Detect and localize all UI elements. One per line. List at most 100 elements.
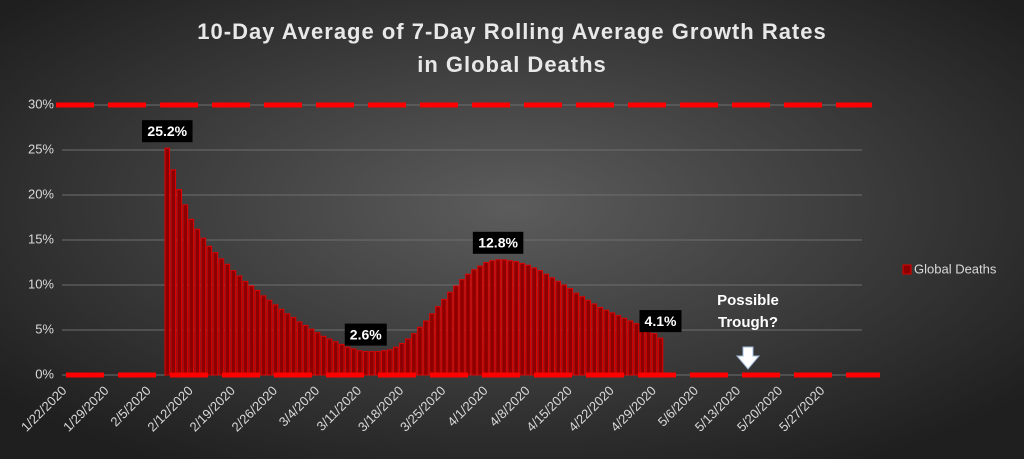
bar [627, 320, 634, 376]
bar [489, 260, 495, 376]
y-tick-label: 20% [28, 186, 54, 201]
annotation: Possible [717, 292, 779, 309]
bar [405, 338, 411, 376]
bar [651, 333, 658, 376]
data-label-box [344, 323, 387, 346]
bar [200, 237, 207, 376]
bar [302, 325, 309, 376]
bar [621, 317, 628, 376]
bar [254, 289, 261, 376]
bar [326, 338, 333, 376]
bar [411, 333, 417, 376]
bar [236, 275, 243, 376]
bar [296, 321, 303, 376]
bar [230, 270, 237, 376]
bar [248, 285, 255, 376]
legend-label: Global Deaths [914, 261, 997, 276]
bar [579, 296, 586, 376]
bar [495, 259, 501, 376]
annotation: Trough? [718, 314, 778, 331]
bar [164, 147, 171, 376]
data-label: 2.6% [350, 326, 382, 342]
bar [332, 341, 339, 376]
arrow [735, 346, 761, 370]
bar [465, 273, 471, 376]
bar [597, 307, 604, 376]
bar [477, 265, 483, 376]
chart-title: in Global Deaths [417, 52, 607, 77]
bar [453, 285, 459, 376]
bar [537, 270, 543, 376]
bar [519, 262, 525, 376]
bar [603, 309, 610, 376]
bar [266, 299, 273, 376]
bar [260, 295, 267, 376]
bar [188, 218, 195, 376]
bar [555, 280, 562, 376]
bar [423, 320, 429, 376]
bar [338, 343, 345, 376]
bar [182, 204, 189, 376]
y-tick-label: 15% [28, 231, 54, 246]
bar [471, 269, 477, 376]
bar [170, 169, 177, 376]
bar [549, 277, 556, 376]
data-label-box [472, 231, 524, 254]
data-label: 4.1% [645, 313, 677, 329]
data-label: 25.2% [147, 123, 187, 139]
bar [459, 279, 465, 376]
bar [399, 343, 405, 376]
bar [375, 351, 381, 376]
bar [176, 189, 183, 376]
bar [194, 228, 201, 376]
bar [507, 260, 513, 376]
bar [308, 328, 315, 376]
bar [362, 351, 369, 376]
bar [435, 306, 441, 376]
bar [429, 313, 435, 376]
y-tick-label: 25% [28, 141, 54, 156]
bar [483, 262, 489, 376]
y-tick-label: 5% [35, 321, 54, 336]
bar [609, 312, 616, 376]
bar [356, 350, 363, 376]
bar [290, 316, 297, 376]
y-tick-label: 30% [28, 96, 54, 111]
bar [543, 273, 549, 376]
y-tick-label: 10% [28, 276, 54, 291]
bar [615, 315, 622, 376]
bar [320, 335, 327, 376]
bar [567, 288, 574, 376]
bar [531, 267, 537, 376]
bar [224, 263, 231, 376]
data-label-box [639, 310, 682, 333]
data-label-box [142, 120, 193, 143]
bar [525, 264, 531, 376]
bar [314, 332, 321, 376]
bar [639, 326, 646, 376]
bar [633, 323, 640, 376]
bar [573, 292, 580, 376]
bar [272, 304, 279, 376]
bar [501, 259, 507, 376]
bar [206, 245, 213, 376]
bar [591, 303, 598, 376]
data-label: 12.8% [478, 235, 518, 251]
bar [393, 346, 399, 376]
bar [278, 308, 285, 376]
bar [344, 346, 351, 376]
bar [657, 337, 664, 376]
bar [381, 350, 387, 376]
bar [585, 299, 592, 376]
bar [417, 326, 423, 376]
bar [561, 284, 568, 376]
bar [212, 252, 219, 376]
bar [350, 348, 357, 376]
legend-swatch [902, 264, 912, 275]
bar [513, 261, 519, 376]
bar [218, 258, 225, 376]
bar [368, 351, 375, 376]
bar [645, 330, 652, 376]
bar [387, 349, 393, 376]
